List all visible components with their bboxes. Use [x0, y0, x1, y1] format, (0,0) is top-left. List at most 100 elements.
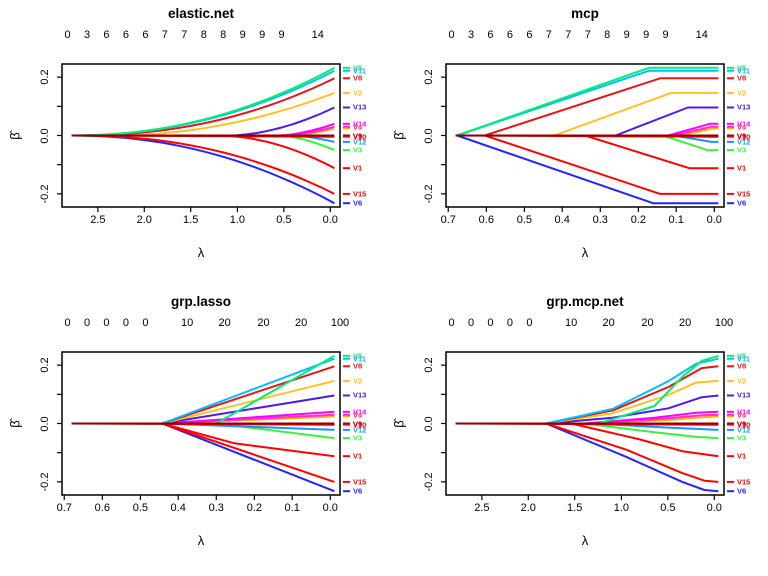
series-path-V6 [455, 422, 719, 493]
series-path-V2 [455, 91, 719, 137]
series-label-V1: V1 [737, 163, 747, 173]
df-axis-label: 7 [565, 29, 572, 41]
series-label-V2: V2 [353, 376, 363, 386]
y-axis-title: β̂ [391, 419, 407, 428]
series-label-V13: V13 [353, 102, 367, 112]
df-axis-label: 0 [526, 317, 533, 329]
series-label-V4: V4 [737, 122, 747, 132]
df-axis-label: 6 [506, 29, 513, 41]
df-axis-label: 0 [487, 317, 494, 329]
series-label-V4: V4 [737, 410, 747, 420]
y-tick-label: 0.2 [423, 357, 435, 373]
y-tick-label: 0.2 [423, 69, 435, 85]
series-label-V3: V3 [737, 145, 747, 155]
series-label-V6: V6 [353, 486, 363, 496]
series-label-V11: V11 [353, 354, 366, 364]
series-label-V15: V15 [737, 189, 751, 199]
y-tick-label: 0.0 [423, 415, 435, 432]
series-label-V9: V9 [353, 131, 363, 140]
y-tick-label: 0.0 [39, 415, 51, 432]
y-tick-label: 0.2 [39, 69, 51, 85]
series-label-V2: V2 [737, 88, 747, 98]
df-axis-label: 0 [448, 317, 455, 329]
series-path-V11 [71, 69, 335, 137]
df-axis-label: 7 [181, 29, 188, 41]
series-label-V9: V9 [737, 419, 747, 428]
series-label-V14: V14 [353, 407, 367, 417]
df-axis-label: 14 [695, 29, 708, 41]
y-tick-label: 0.0 [39, 127, 51, 144]
series-label-V13: V13 [737, 390, 751, 400]
y-tick-label: -0.2 [39, 184, 51, 204]
df-axis-label: 6 [103, 29, 110, 41]
x-tick-label: 1.5 [183, 214, 199, 226]
df-axis-label: 6 [122, 29, 129, 41]
panel-title: grp.mcp.net [546, 294, 624, 309]
df-axis-label: 20 [641, 317, 654, 329]
series-path-V5 [71, 66, 335, 137]
df-axis-label: 0 [103, 317, 110, 329]
series-label-V6: V6 [737, 198, 747, 208]
series-label-V3: V3 [353, 145, 363, 155]
series-path-V8 [455, 77, 719, 137]
df-axis-label: 20 [257, 317, 270, 329]
series-label-V6: V6 [353, 198, 363, 208]
x-tick-label: 0.3 [208, 502, 224, 514]
panel-title: elastic.net [167, 6, 235, 21]
df-axis-label: 10 [180, 317, 194, 329]
series-label-V6: V6 [737, 486, 747, 496]
series-label-V12: V12 [737, 425, 751, 435]
series-label-V12: V12 [353, 137, 367, 147]
df-axis-label: 10 [564, 317, 578, 329]
x-tick-label: 2.5 [474, 502, 490, 514]
x-tick-label: 2.0 [136, 214, 152, 226]
series-label-V5: V5 [353, 63, 363, 73]
x-tick-label: 0.0 [706, 214, 722, 226]
df-axis-label: 6 [142, 29, 149, 41]
df-axis-label: 0 [506, 317, 513, 329]
df-axis-label: 14 [311, 29, 324, 41]
series-label-V8: V8 [737, 73, 747, 83]
df-axis-label: 7 [584, 29, 591, 41]
df-axis-label: 8 [200, 29, 207, 41]
x-tick-label: 1.5 [567, 502, 583, 514]
df-axis-label: 8 [604, 29, 611, 41]
df-axis-label: 100 [330, 317, 350, 329]
x-axis-title: λ [581, 533, 589, 548]
panel-title: mcp [571, 6, 599, 21]
series-label-V15: V15 [737, 477, 751, 487]
df-axis-label: 3 [467, 29, 475, 41]
series-label-V1: V1 [737, 451, 747, 461]
series-label-V14: V14 [737, 407, 751, 417]
x-tick-label: 0.4 [554, 214, 570, 226]
series-label-V9: V9 [353, 419, 363, 428]
x-tick-label: 0.6 [94, 502, 110, 514]
plot-canvas-elastic.net [57, 63, 350, 212]
y-axis-title: β̂ [391, 131, 407, 140]
y-tick-label: -0.2 [423, 472, 435, 492]
df-axis-label: 0 [142, 317, 149, 329]
series-label-V9: V9 [737, 131, 747, 140]
series-path-V4 [455, 125, 719, 137]
series-path-V13 [71, 106, 335, 137]
series-label-V10: V10 [353, 420, 367, 430]
series-label-V14: V14 [737, 119, 751, 129]
x-tick-label: 1.0 [229, 214, 246, 226]
series-label-V5: V5 [353, 351, 363, 361]
series-label-V5: V5 [737, 63, 747, 73]
x-tick-label: 0.7 [56, 502, 72, 514]
x-tick-label: 0.6 [478, 214, 494, 226]
x-tick-label: 0.0 [706, 502, 722, 514]
series-path-V15 [455, 422, 719, 483]
x-tick-label: 0.5 [276, 214, 292, 226]
x-tick-label: 0.1 [284, 502, 300, 514]
series-path-V6 [71, 134, 335, 205]
x-tick-label: 0.5 [516, 214, 533, 226]
series-label-V11: V11 [737, 66, 750, 76]
series-path-V2 [71, 91, 335, 137]
x-tick-label: 0.3 [592, 214, 608, 226]
panel-mcp: mcp 0 3 6 6 6 7 7 7 8 9 9 9 14 0.7 0.6 0.5 0.4 0.3 0.2 0.1 0.… [384, 0, 768, 288]
x-tick-label: 0.0 [322, 502, 338, 514]
series-label-V11: V11 [737, 354, 750, 364]
